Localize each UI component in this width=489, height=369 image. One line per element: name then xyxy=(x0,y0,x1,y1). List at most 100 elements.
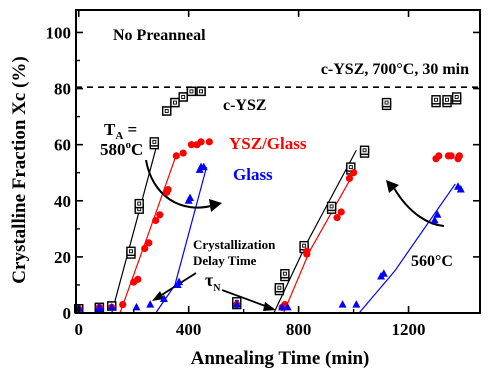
c-ysz-point-inner xyxy=(181,95,186,99)
c-ysz-point-inner xyxy=(434,97,438,102)
ysz-glass-point xyxy=(455,152,463,160)
c-ysz-point-inner xyxy=(137,201,142,206)
crystallization-label: Crystallization xyxy=(193,237,276,252)
ysz-glass-point xyxy=(337,208,345,216)
glass-point xyxy=(278,302,287,311)
c-ysz-point-inner xyxy=(445,97,449,102)
y-tick-label: 40 xyxy=(54,192,71,211)
glass-point xyxy=(433,210,442,218)
ysz-glass-label: YSZ/Glass xyxy=(229,134,307,153)
glass-point xyxy=(159,294,168,302)
c-ysz-point xyxy=(134,198,144,209)
c-ysz-point-inner xyxy=(384,100,389,105)
glass-point xyxy=(379,269,388,277)
c-ysz-point-inner xyxy=(199,89,203,94)
c-ysz-point xyxy=(442,95,452,105)
ta-arrowhead xyxy=(209,199,222,212)
c-ysz-point-inner xyxy=(348,165,353,170)
ysz-glass-point xyxy=(205,138,213,146)
y-tick-label: 20 xyxy=(54,248,71,267)
c-ysz-point xyxy=(161,106,172,116)
ysz-glass-point xyxy=(145,239,153,247)
no-preanneal-label: No Preanneal xyxy=(113,27,206,44)
ysz-glass-point xyxy=(119,300,127,309)
ysz-glass-point xyxy=(152,216,160,225)
delay-time-label: Delay Time xyxy=(193,253,257,268)
c-ysz-point-inner xyxy=(277,285,282,290)
delay-arrowhead-left xyxy=(152,291,164,301)
ysz-glass-point xyxy=(156,211,164,219)
annotation-arrows xyxy=(145,159,445,311)
x-tick-label: 800 xyxy=(286,320,312,339)
ysz-glass-point xyxy=(349,169,358,177)
ysz-glass-point xyxy=(141,244,149,253)
fit-line xyxy=(155,166,208,314)
ysz-glass-point xyxy=(345,174,354,182)
c-ysz-point-inner xyxy=(152,139,157,144)
glass-point xyxy=(430,215,439,224)
ysz-glass-point xyxy=(172,152,180,160)
ysz-glass-point xyxy=(179,149,187,157)
data-points xyxy=(74,86,465,314)
c-ysz-point-inner xyxy=(302,243,307,248)
glass-point xyxy=(283,302,292,311)
x-axis-label: Annealing Time (min) xyxy=(191,348,370,369)
ysz-glass-point xyxy=(187,141,196,149)
glass-point xyxy=(232,300,241,308)
ysz-glass-point xyxy=(333,214,341,222)
c-ysz-point xyxy=(196,86,206,97)
glass-point xyxy=(456,185,465,193)
ta-leader-curve xyxy=(145,159,216,209)
ysz-glass-point xyxy=(303,247,311,255)
y-axis-label: Crystalline Fraction Xc (%) xyxy=(9,56,30,283)
c-ysz-point xyxy=(359,145,370,155)
c-ysz-point-inner xyxy=(129,249,133,254)
ysz-glass-point xyxy=(447,152,455,160)
axes-frame: 0 400 800 1200 0 20 40 60 80 100 xyxy=(46,9,481,339)
x-tick-label: 0 xyxy=(74,320,83,339)
glass-point xyxy=(146,300,155,308)
fit-line xyxy=(273,149,357,314)
glass-point xyxy=(199,162,208,171)
c-ysz-point-inner xyxy=(189,89,194,94)
delay-pointer-right xyxy=(221,289,269,308)
fit-line xyxy=(282,178,352,314)
tau-label: τN xyxy=(205,270,221,294)
y-tick-label: 0 xyxy=(63,304,72,323)
c-ysz-point xyxy=(326,201,337,212)
ysz-glass-point xyxy=(197,138,205,146)
c-ysz-point xyxy=(381,97,392,108)
560c-label: 560°C xyxy=(411,253,453,270)
delay-arrowhead-right xyxy=(263,302,276,311)
c-ysz-point xyxy=(149,137,160,147)
c-ysz-point xyxy=(431,95,441,105)
ysz-glass-point xyxy=(134,275,142,283)
y-tick-label: 80 xyxy=(54,80,71,99)
c-ysz-point xyxy=(451,92,462,102)
c-ysz-label: c-YSZ xyxy=(223,97,267,114)
c-ysz-point-inner xyxy=(362,148,367,153)
c-ysz-point xyxy=(274,283,285,293)
560c-leader-curve xyxy=(393,187,445,227)
glass-point xyxy=(338,300,347,308)
plot-frame xyxy=(75,9,481,314)
c-ysz-point xyxy=(186,86,197,97)
c-ysz-point-inner xyxy=(164,109,169,113)
c-ysz-point xyxy=(170,97,180,108)
reference-line-label: c-YSZ, 700°C, 30 min xyxy=(321,61,469,78)
glass-label: Glass xyxy=(233,165,273,184)
c-ysz-point xyxy=(126,246,136,256)
x-tick-label: 1200 xyxy=(392,320,426,339)
ysz-glass-point xyxy=(164,185,172,194)
c-ysz-point-inner xyxy=(282,271,287,276)
c-ysz-point-inner xyxy=(172,100,177,105)
c-ysz-point xyxy=(178,92,188,102)
glass-point xyxy=(132,302,141,311)
ta-temperature-label: 580oC xyxy=(100,139,143,159)
glass-point xyxy=(107,302,116,311)
glass-point xyxy=(95,302,104,311)
560c-arrowhead xyxy=(386,180,399,193)
y-tick-label: 100 xyxy=(46,23,72,42)
ysz-glass-point xyxy=(435,152,443,160)
